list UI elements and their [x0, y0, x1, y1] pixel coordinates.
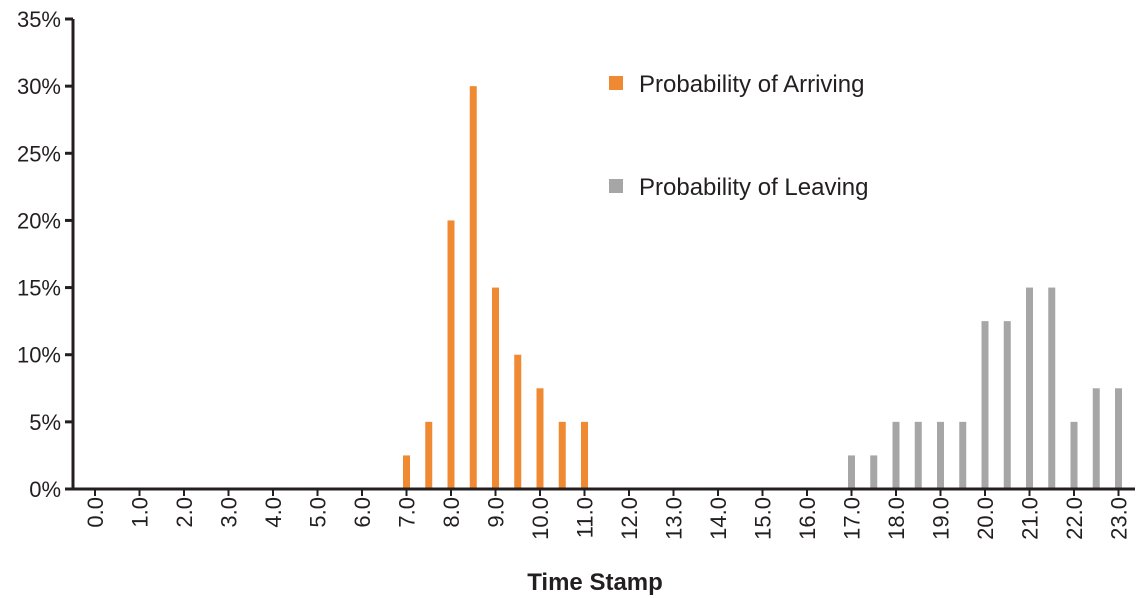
- legend-swatch-leaving: [609, 179, 623, 193]
- bar-leaving: [959, 421, 967, 489]
- x-tick-label: 11.0: [573, 497, 598, 538]
- bar-arriving: [558, 421, 566, 489]
- y-tick-label: 10%: [17, 343, 61, 368]
- y-tick-label: 30%: [17, 74, 61, 99]
- bar-leaving: [1115, 388, 1122, 489]
- bar-leaving: [914, 421, 922, 489]
- x-tick-label: 4.0: [261, 497, 286, 528]
- x-tick-label: 9.0: [484, 497, 509, 528]
- x-tick-label: 10.0: [528, 497, 553, 540]
- y-tick-label: 20%: [17, 208, 61, 233]
- x-tick-label: 12.0: [617, 497, 642, 540]
- y-tick-label: 0%: [29, 477, 61, 502]
- x-tick-label: 19.0: [929, 497, 954, 540]
- bar-leaving: [1092, 388, 1100, 489]
- bar-arriving: [581, 421, 588, 489]
- bar-leaving: [1048, 287, 1056, 489]
- y-tick-label: 25%: [17, 141, 61, 166]
- y-tick-label: 5%: [29, 410, 61, 435]
- bar-leaving: [981, 321, 989, 489]
- bar-arriving: [514, 354, 522, 489]
- bar-arriving: [492, 287, 499, 489]
- bar-leaving: [1026, 287, 1033, 489]
- x-tick-label: 15.0: [751, 497, 776, 540]
- bar-leaving: [937, 421, 944, 489]
- bar-leaving: [870, 455, 878, 489]
- legend-swatch-arriving: [609, 76, 623, 90]
- x-tick-label: 18.0: [884, 497, 909, 540]
- x-tick-label: 17.0: [840, 497, 865, 540]
- x-tick-label: 5.0: [306, 497, 331, 528]
- x-tick-label: 22.0: [1062, 497, 1087, 540]
- x-tick-label: 2.0: [172, 497, 197, 528]
- x-tick-label: 6.0: [350, 497, 375, 528]
- bar-leaving: [1070, 421, 1078, 489]
- x-tick-label: 20.0: [973, 497, 998, 540]
- bar-arriving: [403, 455, 410, 489]
- bar-arriving: [447, 220, 455, 489]
- y-axis-ticks: 0% 5% 10% 15% 20% 25% 30% 35%: [17, 7, 73, 502]
- x-axis-title: Time Stamp: [527, 569, 663, 596]
- x-tick-label: 0.0: [83, 497, 108, 528]
- bar-arriving: [536, 388, 544, 489]
- x-tick-label: 7.0: [395, 497, 420, 528]
- x-tick-label: 16.0: [795, 497, 820, 540]
- x-tick-label: 21.0: [1018, 497, 1043, 540]
- bar-leaving: [892, 421, 900, 489]
- x-axis-ticks: 0.0 1.0 2.0 3.0 4.0 5.0 6.0 7.0 8.0 9.0 10.0 11.0 12…: [83, 489, 1132, 540]
- legend: Probability of Arriving Probability of L…: [609, 71, 868, 201]
- legend-label-leaving: Probability of Leaving: [639, 174, 868, 201]
- y-tick-label: 35%: [17, 7, 61, 32]
- legend-label-arriving: Probability of Arriving: [639, 71, 864, 98]
- legend-item-arriving: Probability of Arriving: [609, 71, 864, 98]
- bar-arriving: [469, 86, 477, 490]
- x-tick-label: 3.0: [217, 497, 242, 528]
- y-tick-label: 15%: [17, 276, 61, 301]
- x-tick-label: 1.0: [128, 497, 153, 528]
- bar-leaving: [1003, 321, 1011, 489]
- x-tick-label: 13.0: [662, 497, 687, 540]
- x-tick-label: 8.0: [439, 497, 464, 528]
- x-tick-label: 23.0: [1107, 497, 1132, 540]
- bar-leaving: [848, 455, 855, 489]
- legend-item-leaving: Probability of Leaving: [609, 174, 868, 201]
- x-tick-label: 14.0: [706, 497, 731, 540]
- bars: [403, 86, 1122, 490]
- bar-arriving: [425, 421, 433, 489]
